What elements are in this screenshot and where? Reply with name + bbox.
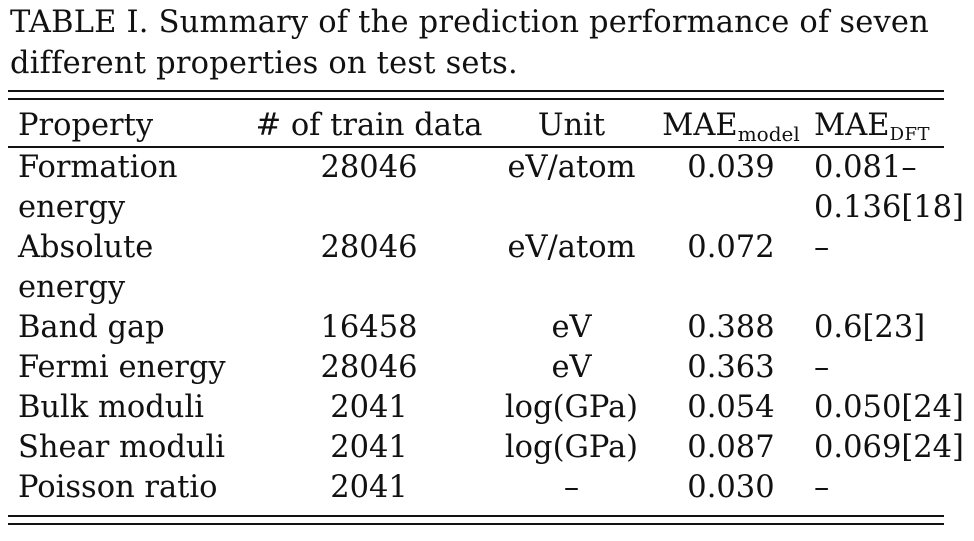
cell-train: 28046 <box>320 230 418 265</box>
cell-unit: eV/atom <box>507 230 636 265</box>
cell-property: Poisson ratio <box>18 470 218 505</box>
cell-mae-model: 0.030 <box>687 470 775 505</box>
table-row: Formation 28046 eV/atom 0.039 0.081– <box>8 146 964 188</box>
header-property: Property <box>18 108 154 143</box>
cell-unit: eV <box>551 350 592 385</box>
bottom-rule-inner <box>8 523 944 525</box>
table-row: Bulk moduli 2041 log(GPa) 0.054 0.050[24… <box>8 388 964 428</box>
cell-mae-dft: 0.050[24] <box>814 390 964 425</box>
cell-property: Absolute <box>18 230 154 265</box>
header-mae-dft-sub: DFT <box>889 124 930 145</box>
cell-property: energy <box>18 190 126 225</box>
table-row-continuation: energy 0.136[18] <box>8 188 964 228</box>
header-mae-model-sub: model <box>737 122 800 146</box>
table-row-continuation: energy <box>8 268 964 308</box>
cell-unit: eV/atom <box>507 150 636 185</box>
header-row: Property # of train data Unit MAEmodel M… <box>8 106 964 146</box>
table-row: Band gap 16458 eV 0.388 0.6[23] <box>8 308 964 348</box>
header-mae-dft-main: MAE <box>814 108 890 143</box>
cell-mae-dft: – <box>814 470 830 505</box>
table-row: Fermi energy 28046 eV 0.363 – <box>8 348 964 388</box>
cell-property: Fermi energy <box>18 350 226 385</box>
results-table: Property # of train data Unit MAEmodel M… <box>8 106 964 508</box>
cell-mae-model: 0.388 <box>687 310 775 345</box>
cell-unit: – <box>563 470 580 505</box>
cell-mae-dft <box>810 268 964 308</box>
cell-train: 2041 <box>330 430 408 465</box>
table-row: Absolute 28046 eV/atom 0.072 – <box>8 228 964 268</box>
header-train-data: # of train data <box>255 108 483 143</box>
cell-mae-dft: 0.069[24] <box>814 430 964 465</box>
cell-mae-dft: – <box>814 230 830 265</box>
cell-mae-model: 0.087 <box>687 430 775 465</box>
cell-mae-model: 0.072 <box>687 230 775 265</box>
cell-train: 28046 <box>320 350 418 385</box>
header-mae-dft: MAEDFT <box>810 106 964 146</box>
header-unit: Unit <box>537 108 606 143</box>
cell-mae-dft: 0.136[18] <box>814 190 964 225</box>
cell-property: Shear moduli <box>18 430 226 465</box>
cell-mae-model: 0.054 <box>687 390 775 425</box>
cell-mae-model: 0.039 <box>687 150 775 185</box>
cell-mae-model: 0.363 <box>687 350 775 385</box>
cell-train: 28046 <box>320 150 418 185</box>
cell-property: Formation <box>18 150 178 185</box>
bottom-rule-outer <box>8 515 944 517</box>
cell-property: Bulk moduli <box>18 390 204 425</box>
cell-train: 2041 <box>330 390 408 425</box>
cell-unit: eV <box>551 310 592 345</box>
top-rule-outer <box>8 90 944 92</box>
cell-unit: log(GPa) <box>504 430 639 465</box>
table-row: Shear moduli 2041 log(GPa) 0.087 0.069[2… <box>8 428 964 468</box>
cell-train: 2041 <box>330 470 408 505</box>
header-rule <box>8 146 944 148</box>
cell-property: Band gap <box>18 310 165 345</box>
table-row: Poisson ratio 2041 – 0.030 – <box>8 468 964 508</box>
header-mae-model-main: MAE <box>662 108 738 143</box>
top-rule-inner <box>8 98 944 100</box>
cell-mae-dft: – <box>814 350 830 385</box>
header-mae-model: MAEmodel <box>652 106 810 146</box>
cell-mae-dft: 0.081– <box>814 150 917 185</box>
cell-mae-dft: 0.6[23] <box>814 310 926 345</box>
table-caption: TABLE I. Summary of the prediction perfo… <box>10 5 929 81</box>
cell-property: energy <box>18 270 126 305</box>
cell-train: 16458 <box>320 310 418 345</box>
cell-unit: log(GPa) <box>504 390 639 425</box>
